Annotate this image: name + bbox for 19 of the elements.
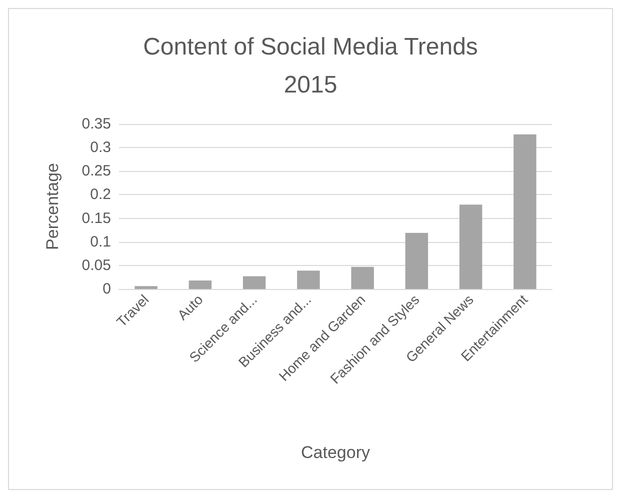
y-axis-title: Percentage — [43, 163, 62, 250]
y-tick-label: 0.25 — [82, 162, 111, 180]
bar — [351, 266, 374, 289]
bar — [405, 232, 428, 289]
bar — [297, 270, 320, 289]
y-tick-label: 0.1 — [90, 233, 111, 250]
y-tick-label: 0.2 — [90, 186, 111, 204]
chart-title: Content of Social Media Trends 2015 — [143, 34, 478, 98]
bar — [459, 204, 482, 289]
y-tick-label: 0 — [102, 280, 111, 298]
bar — [188, 280, 212, 289]
bar — [514, 134, 536, 289]
y-tick-label: 0.15 — [82, 210, 111, 227]
y-tick-label: 0.3 — [90, 139, 111, 156]
bar — [242, 276, 266, 289]
y-tick-label: 0.35 — [82, 116, 111, 132]
x-axis-title: Category — [301, 443, 370, 462]
y-tick-label: 0.05 — [82, 256, 111, 274]
bar — [134, 286, 158, 289]
